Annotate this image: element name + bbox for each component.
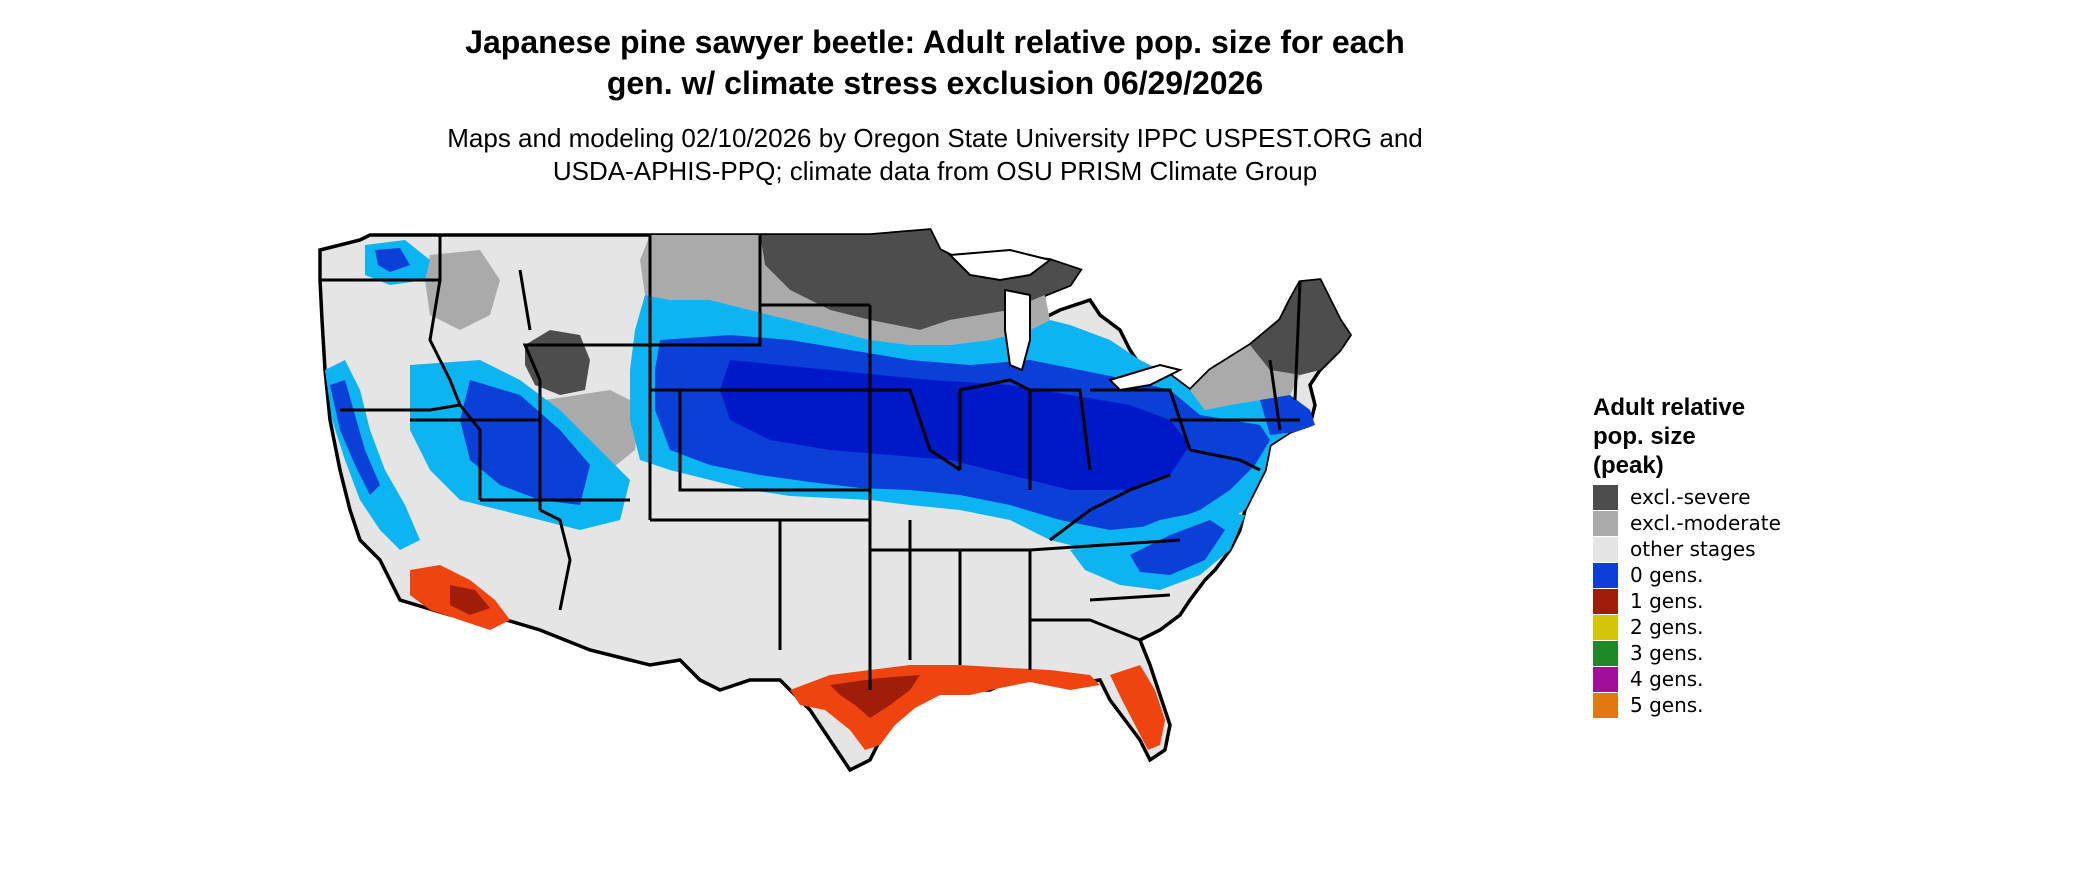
lake-erie: [1108, 363, 1183, 392]
legend-label: excl.-severe: [1630, 485, 1751, 509]
legend-item-5-gens: 5 gens.: [1593, 692, 1781, 718]
region-excl-moderate-idaho: [425, 250, 500, 330]
map-title: Japanese pine sawyer beetle: Adult relat…: [0, 22, 1870, 104]
region-1gens-florida: [1110, 665, 1165, 750]
region-0gens-appalachia-dark: [1130, 520, 1225, 575]
legend-swatch: [1593, 640, 1618, 666]
legend-label: other stages: [1630, 537, 1756, 561]
legend-label: excl.-moderate: [1630, 511, 1781, 535]
legend-item-excl-severe: excl.-severe: [1593, 484, 1781, 510]
state-borders: [320, 235, 1302, 690]
region-excl-moderate-ny: [1190, 345, 1300, 410]
region-excl-moderate-plains: [640, 235, 1050, 345]
legend-swatch: [1593, 588, 1618, 614]
legend-swatch: [1593, 536, 1618, 562]
legend-label: 2 gens.: [1630, 615, 1704, 639]
legend-title: Adult relative pop. size (peak): [1593, 393, 1833, 480]
legend-swatch: [1593, 614, 1618, 640]
lake-superior: [947, 248, 1053, 282]
legend-title-line-1: Adult relative: [1593, 394, 1746, 421]
region-0gens-newengland: [1260, 395, 1315, 435]
legend-swatch: [1593, 510, 1618, 536]
legend: excl.-severe excl.-moderate other stages…: [1593, 484, 1781, 718]
title-line-1: Japanese pine sawyer beetle: Adult relat…: [465, 24, 1405, 60]
legend-item-4-gens: 4 gens.: [1593, 666, 1781, 692]
legend-label: 0 gens.: [1630, 563, 1704, 587]
region-0gens-dark-center: [720, 360, 1190, 490]
legend-item-1-gens: 1 gens.: [1593, 588, 1781, 614]
region-excl-severe-northeast: [1250, 280, 1350, 375]
map-subtitle: Maps and modeling 02/10/2026 by Oregon S…: [0, 122, 1870, 188]
legend-title-line-2: pop. size: [1593, 423, 1696, 450]
region-1gens-arizona-dark: [450, 585, 490, 615]
legend-item-0-gens: 0 gens.: [1593, 562, 1781, 588]
legend-item-2-gens: 2 gens.: [1593, 614, 1781, 640]
legend-item-other-stages: other stages: [1593, 536, 1781, 562]
lake-michigan: [1004, 288, 1031, 372]
subtitle-line-1: Maps and modeling 02/10/2026 by Oregon S…: [447, 123, 1423, 153]
legend-label: 3 gens.: [1630, 641, 1704, 665]
legend-swatch: [1593, 484, 1618, 510]
us-map: [318, 228, 1353, 773]
subtitle-line-2: USDA-APHIS-PPQ; climate data from OSU PR…: [552, 156, 1318, 186]
legend-item-excl-moderate: excl.-moderate: [1593, 510, 1781, 536]
legend-label: 1 gens.: [1630, 589, 1704, 613]
legend-label: 4 gens.: [1630, 667, 1704, 691]
legend-swatch: [1593, 562, 1618, 588]
title-line-2: gen. w/ climate stress exclusion 06/29/2…: [606, 65, 1264, 101]
legend-swatch: [1593, 692, 1618, 718]
legend-label: 5 gens.: [1630, 693, 1704, 717]
region-1gens-gulf-dark: [830, 675, 920, 718]
legend-item-3-gens: 3 gens.: [1593, 640, 1781, 666]
legend-swatch: [1593, 666, 1618, 692]
region-0gens-washington-dark: [375, 248, 410, 272]
legend-title-line-3: (peak): [1593, 452, 1664, 479]
region-0gens-southwest-dark: [460, 380, 590, 505]
